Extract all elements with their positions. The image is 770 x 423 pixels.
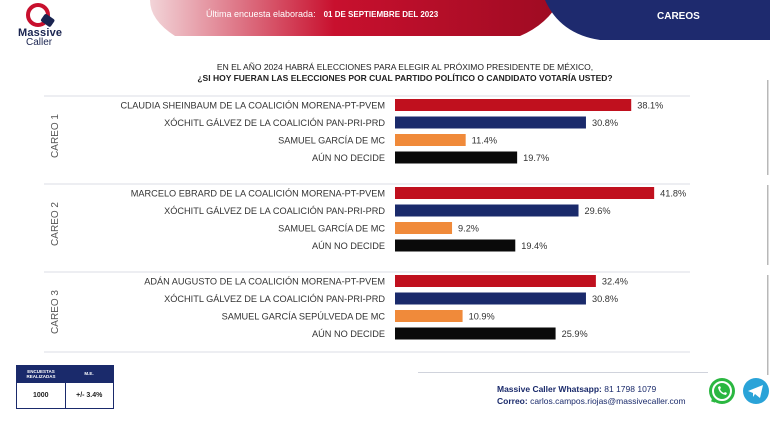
value-label: 41.8% (660, 189, 686, 199)
sample-count-value: 1000 (17, 383, 66, 408)
whatsapp-label: Massive Caller Whatsapp: (497, 384, 602, 394)
value-label: 32.4% (602, 277, 628, 287)
value-label: 11.4% (472, 136, 497, 146)
bar (395, 222, 453, 234)
section-title: CAREOS (657, 11, 700, 22)
bar (395, 275, 596, 287)
careo-label: CAREO 1 (50, 114, 61, 158)
bar (395, 187, 655, 199)
value-label: 30.8% (592, 118, 618, 128)
whatsapp-icon[interactable] (707, 376, 737, 406)
margin-error-value: +/- 3.4% (76, 392, 103, 399)
survey-date-label: Última encuesta elaborada: (206, 9, 316, 19)
brand-subname: Caller (26, 37, 53, 48)
question-main: ¿SI HOY FUERAN LAS ELECCIONES POR CUAL P… (197, 73, 613, 83)
category-label: AÚN NO DECIDE (312, 153, 385, 163)
survey-date: Última encuesta elaborada: 01 DE SEPTIEMB… (206, 9, 438, 19)
bar (395, 310, 463, 322)
email-address[interactable]: carlos.campos.riojas@massivecaller.com (530, 396, 686, 406)
value-label: 9.2% (458, 224, 479, 234)
footer-divider (418, 372, 708, 373)
category-label: XÓCHITL GÁLVEZ DE LA COALICIÓN PAN-PRI-P… (164, 294, 385, 304)
bar (395, 99, 632, 111)
value-label: 19.7% (523, 153, 549, 163)
value-label: 30.8% (592, 294, 618, 304)
category-label: SAMUEL GARCÍA SEPÚLVEDA DE MC (222, 312, 386, 322)
bar (395, 239, 516, 252)
category-label: XÓCHITL GÁLVEZ DE LA COALICIÓN PAN-PRI-P… (164, 206, 385, 216)
category-label: XÓCHITL GÁLVEZ DE LA COALICIÓN PAN-PRI-P… (164, 118, 385, 128)
category-label: ADÁN AUGUSTO DE LA COALICIÓN MORENA-PT-P… (144, 277, 385, 287)
side-legal-mark (767, 80, 769, 375)
email-label: Correo: (497, 396, 528, 406)
header-band (150, 0, 770, 40)
survey-date-value: 01 DE SEPTIEMBRE DEL 2023 (323, 10, 439, 19)
email-contact: Correo: carlos.campos.riojas@massivecall… (497, 396, 686, 406)
category-label: SAMUEL GARCÍA DE MC (278, 136, 385, 146)
category-label: AÚN NO DECIDE (312, 241, 385, 251)
brand-name: Massive (18, 27, 63, 39)
value-label: 10.9% (469, 312, 495, 322)
margin-error-header: M.E. (84, 371, 94, 377)
value-label: 19.4% (521, 241, 547, 251)
question-intro: EN EL AÑO 2024 HABRÁ ELECCIONES PARA ELE… (216, 62, 594, 72)
category-label: CLAUDIA SHEINBAUM DE LA COALICIÓN MORENA… (121, 101, 385, 111)
careo-label: CAREO 3 (50, 290, 61, 334)
bar (395, 151, 518, 164)
telegram-icon[interactable] (742, 377, 770, 405)
bar (395, 204, 579, 217)
whatsapp-number: 81 1798 1079 (604, 384, 657, 394)
value-label: 29.6% (585, 206, 611, 216)
bar-chart: CAREO 1 CLAUDIA SHEINBAUM DE LA COALICIÓN… (44, 95, 690, 353)
category-label: MARCELO EBRARD DE LA COALICIÓN MORENA-PT… (131, 189, 385, 199)
bar (395, 134, 466, 146)
whatsapp-contact: Massive Caller Whatsapp: 81 1798 1079 (497, 384, 656, 394)
bar (395, 292, 586, 305)
value-label: 25.9% (562, 329, 588, 339)
logo-icon (26, 3, 55, 27)
bar (395, 327, 556, 340)
bar (395, 116, 586, 129)
sample-count-header: ENCUESTAS REALIZADAS (26, 368, 56, 379)
category-label: SAMUEL GARCÍA DE MC (278, 224, 385, 234)
category-label: AÚN NO DECIDE (312, 329, 385, 339)
value-label: 38.1% (637, 101, 663, 111)
sample-table: ENCUESTAS REALIZADAS M.E. 1000 +/- 3.4% (16, 365, 114, 409)
careo-label: CAREO 2 (50, 202, 61, 246)
